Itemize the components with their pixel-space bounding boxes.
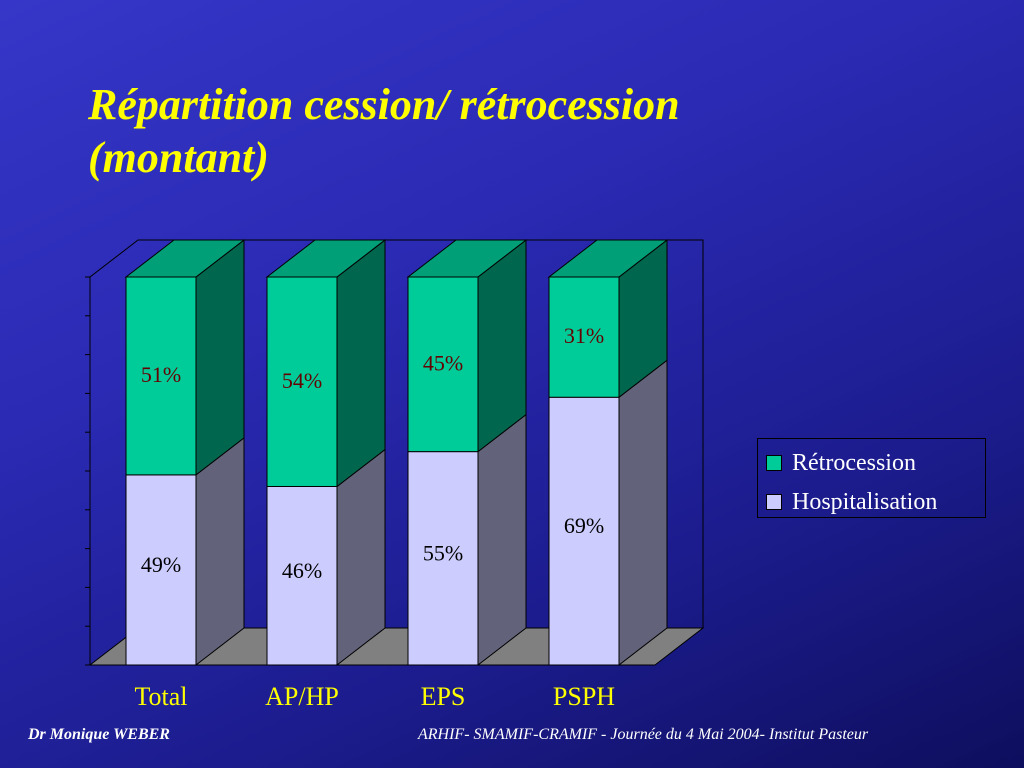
- chart-legend: Rétrocession Hospitalisation: [757, 438, 986, 518]
- bar-side-retrocession: [195, 238, 245, 476]
- bar-side-hospitalisation: [195, 436, 245, 667]
- data-label-retrocession: 51%: [141, 362, 181, 387]
- slide-title: Répartition cession/ rétrocession (monta…: [88, 78, 848, 184]
- bar-side-hospitalisation: [336, 448, 386, 667]
- data-label-hospitalisation: 49%: [141, 552, 181, 577]
- data-label-retrocession: 45%: [423, 350, 463, 375]
- bar-side-retrocession: [336, 238, 386, 488]
- footer-author: Dr Monique WEBER: [28, 726, 170, 743]
- footer-event: ARHIF- SMAMIF-CRAMIF - Journée du 4 Mai …: [418, 726, 869, 743]
- legend-swatch-retrocession: [766, 455, 782, 471]
- bar-top-retrocession: [547, 239, 669, 278]
- category-label: EPS: [421, 682, 466, 711]
- bar-top-retrocession: [124, 239, 246, 278]
- bar-top-retrocession: [265, 239, 387, 278]
- category-label: Total: [134, 682, 187, 711]
- data-label-hospitalisation: 55%: [423, 540, 463, 565]
- data-label-retrocession: 54%: [282, 368, 322, 393]
- bar-side-hospitalisation: [477, 413, 527, 667]
- category-label: PSPH: [553, 682, 615, 711]
- legend-swatch-hospitalisation: [766, 494, 782, 510]
- data-label-hospitalisation: 46%: [282, 558, 322, 583]
- bar-side-hospitalisation: [618, 359, 668, 667]
- data-label-hospitalisation: 69%: [564, 513, 604, 538]
- slide-title-line1: Répartition cession/ rétrocession: [88, 80, 680, 129]
- legend-label-retrocession: Rétrocession: [792, 449, 916, 476]
- legend-item-retrocession: Rétrocession: [766, 450, 916, 476]
- legend-item-hospitalisation: Hospitalisation: [766, 489, 937, 515]
- slide-title-line2: (montant): [88, 133, 269, 182]
- legend-label-hospitalisation: Hospitalisation: [792, 488, 938, 515]
- category-label: AP/HP: [265, 682, 339, 711]
- bar-top-retrocession: [406, 239, 528, 278]
- data-label-retrocession: 31%: [564, 323, 604, 348]
